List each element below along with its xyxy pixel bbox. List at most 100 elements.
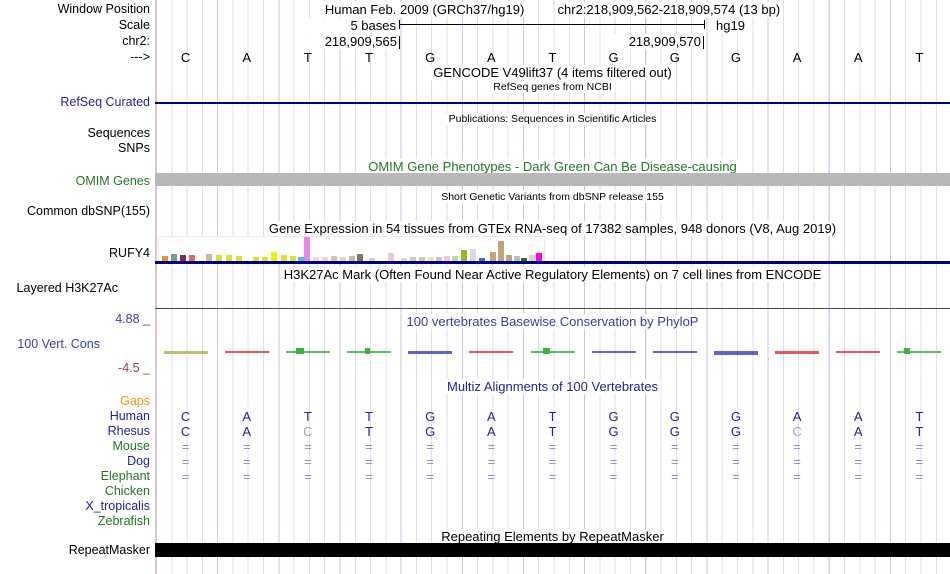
phylop-mark — [163, 351, 208, 354]
dbsnp-track-title: Short Genetic Variants from dbSNP releas… — [155, 191, 950, 203]
gtex-expression-bar — [281, 255, 287, 261]
alignment-cell: A — [487, 424, 496, 439]
base-letter: T — [915, 50, 924, 65]
alignment-cell: = — [242, 439, 251, 454]
species-label-x_tropicalis: X_tropicalis — [85, 499, 150, 513]
alignment-cell: = — [793, 469, 801, 484]
track-label-snps[interactable]: SNPs — [118, 141, 150, 155]
alignment-cell: T — [915, 424, 924, 439]
alignment-cell: = — [793, 454, 801, 469]
alignment-cell: = — [426, 469, 434, 484]
track-label-common-dbsnp[interactable]: Common dbSNP(155) — [27, 204, 150, 218]
species-label-elephant: Elephant — [100, 469, 150, 483]
alignment-cell: = — [304, 454, 312, 469]
alignment-cell: G — [425, 409, 436, 424]
alignment-cell: = — [915, 439, 924, 454]
alignment-cell: = — [365, 454, 373, 469]
alignment-cell: T — [915, 409, 924, 424]
gencode-track-subtitle: RefSeq genes from NCBI — [155, 81, 950, 93]
phylop-mark — [408, 351, 453, 354]
alignment-cell: = — [304, 469, 312, 484]
base-letter: T — [303, 50, 312, 65]
alignment-cell: G — [608, 409, 619, 424]
track-label-100-vert-cons[interactable]: 100 Vert. Cons — [17, 337, 100, 351]
alignment-cell: = — [732, 469, 740, 484]
alignment-cell: T — [303, 409, 312, 424]
gtex-expression-bar — [322, 257, 328, 261]
base-letter: G — [608, 50, 619, 65]
gtex-expression-bar — [340, 257, 346, 261]
track-label-repeatmasker[interactable]: RepeatMasker — [68, 543, 150, 557]
track-label-rufy4[interactable]: RUFY4 — [109, 246, 150, 260]
alignment-cell: A — [792, 409, 802, 424]
position-left-tick — [399, 36, 400, 49]
gtex-expression-bar — [388, 253, 394, 261]
base-letter: G — [730, 50, 742, 65]
species-label-human: Human — [109, 409, 150, 423]
phylop-min-value: -4.5 _ — [118, 361, 150, 375]
alignment-cell: = — [670, 454, 679, 469]
window-position-label: Window Position — [57, 2, 150, 16]
track-label-sequences[interactable]: Sequences — [87, 126, 150, 140]
base-letter: A — [853, 50, 863, 65]
alignment-cell: C — [792, 424, 802, 439]
alignment-cell: G — [730, 409, 742, 424]
gtex-expression-bar — [436, 257, 442, 261]
track-label-omim-genes[interactable]: OMIM Genes — [75, 174, 150, 188]
repeatmasker-bar[interactable] — [155, 543, 950, 557]
base-letter: C — [180, 50, 191, 65]
phylop-mark — [530, 351, 575, 353]
gtex-expression-bar — [253, 257, 259, 261]
alignment-cell: G — [669, 424, 680, 439]
alignment-cell: = — [854, 439, 862, 454]
multiz-track-title: Multiz Alignments of 100 Vertebrates — [155, 379, 950, 394]
omim-genes-bar[interactable] — [155, 173, 950, 186]
phylop-max-value: 4.88 _ — [115, 312, 150, 326]
phylop-peak-square — [904, 348, 911, 354]
base-letter: T — [364, 50, 373, 65]
alignment-cell: T — [364, 409, 373, 424]
alignment-cell: C — [180, 409, 191, 424]
gtex-expression-bar — [262, 257, 268, 261]
alignment-cell: = — [609, 469, 618, 484]
position-left: 218,909,565 — [297, 34, 397, 49]
alignment-cell: = — [242, 469, 251, 484]
scale-bar — [399, 24, 705, 25]
alignment-cell: = — [487, 469, 496, 484]
alignment-cell: = — [854, 454, 862, 469]
alignment-cell: = — [487, 454, 496, 469]
alignment-cell: G — [669, 409, 680, 424]
gtex-expression-bar — [536, 253, 542, 261]
alignment-cell: = — [365, 439, 373, 454]
phylop-peak-square — [364, 348, 370, 354]
publications-track-title: Publications: Sequences in Scientific Ar… — [155, 113, 950, 125]
track-label-refseq-curated[interactable]: RefSeq Curated — [60, 95, 150, 109]
gtex-baseline[interactable] — [155, 261, 950, 264]
chromosome-label: chr2: — [122, 34, 150, 48]
base-letter: A — [792, 50, 802, 65]
species-label-gaps: Gaps — [120, 394, 150, 408]
gtex-expression-bar — [461, 250, 467, 261]
gtex-expression-bar — [514, 256, 520, 261]
alignment-cell: A — [487, 409, 496, 424]
phylop-mark — [836, 351, 881, 353]
gtex-expression-bar — [490, 252, 496, 261]
refseq-track-line[interactable] — [155, 102, 950, 104]
track-label-layered-h3k27ac[interactable]: Layered H3K27Ac — [16, 281, 118, 295]
gtex-expression-bar — [236, 256, 242, 261]
alignment-cell: A — [242, 424, 252, 439]
base-position-gridlines — [156, 0, 950, 574]
base-letter: A — [242, 50, 252, 65]
gtex-expression-bar — [452, 256, 458, 261]
omim-track-title: OMIM Gene Phenotypes - Dark Green Can Be… — [155, 159, 950, 174]
alignment-cell: = — [732, 454, 740, 469]
alignment-cell: G — [730, 424, 742, 439]
alignment-cell: = — [242, 454, 251, 469]
gtex-expression-bar — [298, 257, 304, 261]
gtex-expression-bar — [162, 256, 168, 261]
alignment-cell: = — [181, 454, 190, 469]
gtex-expression-bar — [444, 256, 450, 261]
alignment-cell: A — [853, 409, 863, 424]
h3k27ac-baseline[interactable] — [155, 308, 950, 309]
phylop-mark — [652, 351, 697, 353]
